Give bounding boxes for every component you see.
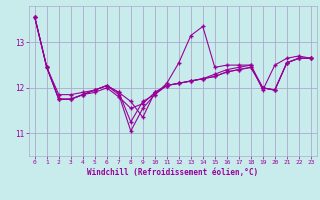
X-axis label: Windchill (Refroidissement éolien,°C): Windchill (Refroidissement éolien,°C) [87,168,258,177]
